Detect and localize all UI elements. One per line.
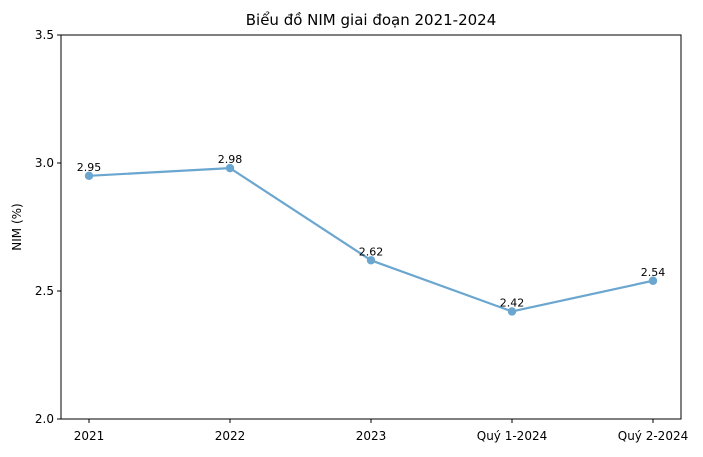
x-tick-label: 2021 — [74, 429, 105, 443]
series-line — [88, 167, 654, 313]
chart-title: Biểu đồ NIM giai đoạn 2021-2024 — [246, 11, 497, 29]
data-label: 2.98 — [218, 153, 243, 166]
x-tick-label: Quý 2-2024 — [618, 429, 688, 443]
x-tick-label: 2022 — [215, 429, 246, 443]
series-layer: 2.95 2.98 2.62 2.42 2.54 — [77, 153, 666, 316]
data-label: 2.95 — [77, 161, 102, 174]
data-label: 2.42 — [500, 296, 525, 309]
x-tick-label: Quý 1-2024 — [477, 429, 547, 443]
x-axis-ticks: 2021 2022 2023 Quý 1-2024 Quý 2-2024 — [74, 419, 688, 443]
y-tick-label: 3.5 — [35, 28, 54, 42]
x-tick-label: 2023 — [356, 429, 387, 443]
data-label: 2.54 — [641, 266, 666, 279]
data-point — [648, 276, 658, 285]
y-axis-ticks: 2.0 2.5 3.0 3.5 — [35, 28, 61, 426]
y-axis-title: NIM (%) — [10, 203, 24, 250]
y-tick-label: 3.0 — [35, 156, 54, 170]
data-label: 2.62 — [359, 245, 384, 258]
data-point — [366, 256, 376, 265]
data-point — [84, 171, 94, 180]
y-tick-label: 2.0 — [35, 412, 54, 426]
y-tick-label: 2.5 — [35, 284, 54, 298]
data-point — [507, 307, 517, 316]
data-point — [225, 163, 235, 173]
plot-area-frame — [60, 34, 682, 420]
